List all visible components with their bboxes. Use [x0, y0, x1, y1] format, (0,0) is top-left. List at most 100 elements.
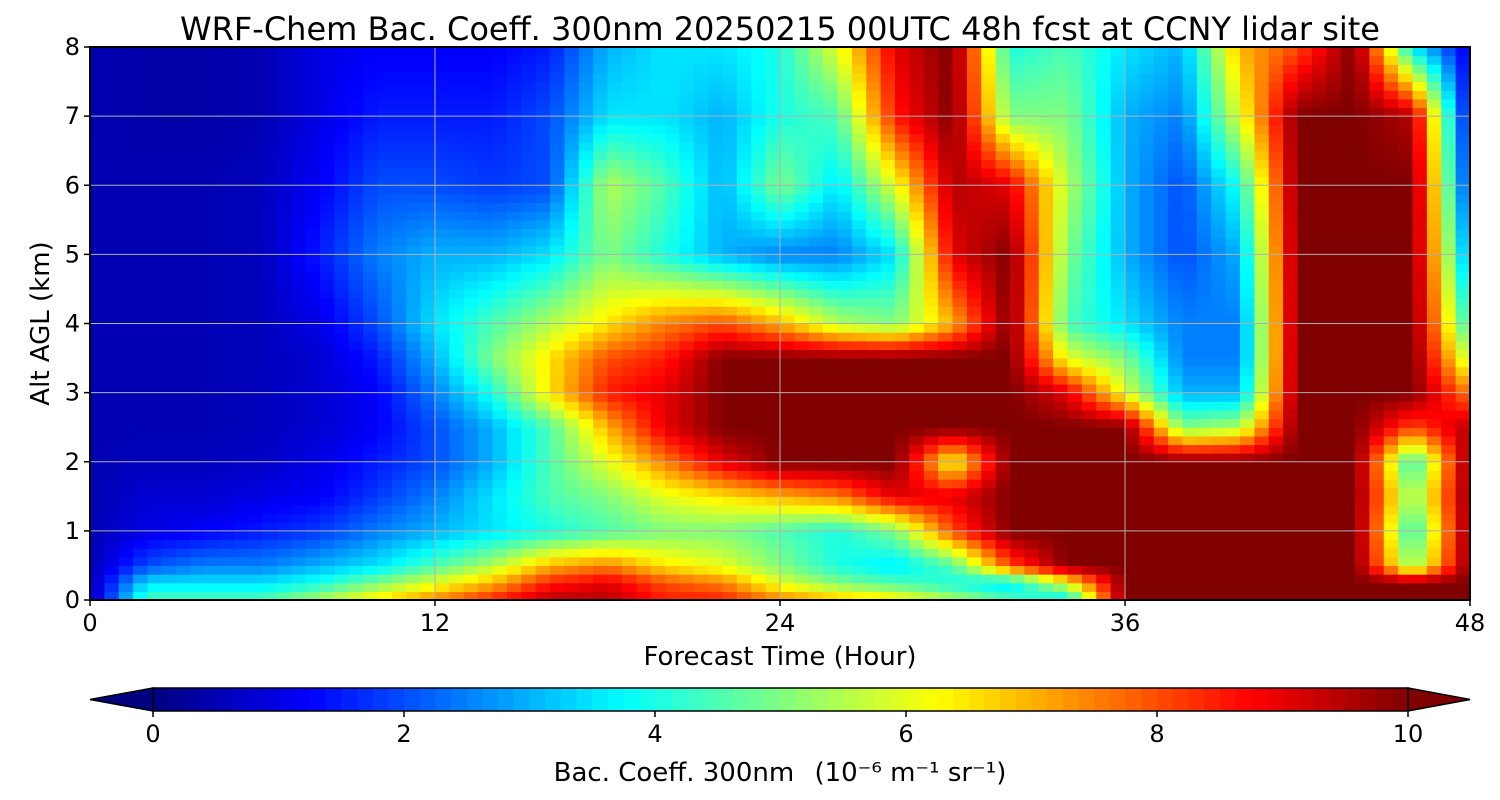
heatmap-cell	[866, 263, 882, 273]
heatmap-cell	[205, 314, 220, 325]
heatmap-cell	[1225, 349, 1241, 359]
heatmap-cell	[1355, 159, 1370, 169]
heatmap-cell	[621, 176, 637, 186]
heatmap-cell	[506, 176, 522, 186]
heatmap-cell	[564, 288, 580, 299]
heatmap-cell	[305, 297, 321, 307]
heatmap-cell	[391, 219, 407, 230]
heatmap-cell	[564, 254, 580, 264]
heatmap-cell	[909, 254, 925, 264]
heatmap-cell	[923, 470, 939, 480]
heatmap-cell	[535, 237, 551, 247]
heatmap-cell	[1110, 176, 1126, 186]
heatmap-cell	[1211, 280, 1227, 290]
heatmap-cell	[506, 185, 522, 195]
heatmap-cell	[1125, 522, 1140, 532]
heatmap-cell	[607, 479, 623, 489]
heatmap-cell	[722, 470, 738, 480]
heatmap-cell	[923, 574, 939, 584]
heatmap-cell	[262, 263, 278, 273]
heatmap-cell	[1283, 548, 1299, 558]
heatmap-cell	[391, 496, 407, 506]
heatmap-cell	[1254, 530, 1270, 541]
heatmap-cell	[1441, 150, 1457, 160]
heatmap-cell	[1110, 375, 1126, 385]
heatmap-cell	[679, 271, 695, 281]
heatmap-cell	[1311, 323, 1327, 333]
heatmap-cell	[391, 513, 407, 523]
heatmap-cell	[521, 271, 537, 281]
heatmap-cell	[147, 392, 163, 402]
heatmap-cell	[276, 358, 292, 368]
heatmap-cell	[1441, 366, 1457, 376]
heatmap-cell	[1053, 418, 1069, 428]
heatmap-cell	[1053, 245, 1069, 255]
heatmap-cell	[1340, 237, 1356, 247]
heatmap-cell	[1053, 453, 1069, 463]
heatmap-cell	[1441, 461, 1457, 471]
heatmap-cell	[348, 591, 364, 600]
heatmap-cell	[506, 332, 522, 342]
heatmap-cell	[1196, 591, 1212, 600]
heatmap-cell	[391, 340, 407, 351]
heatmap-cell	[291, 513, 307, 523]
heatmap-cell	[1254, 254, 1270, 264]
heatmap-cell	[938, 479, 954, 489]
heatmap-cell	[851, 306, 867, 316]
heatmap-cell	[621, 202, 637, 212]
heatmap-cell	[708, 297, 724, 307]
heatmap-cell	[765, 453, 781, 463]
heatmap-cell	[1355, 358, 1370, 368]
heatmap-cell	[334, 332, 350, 342]
heatmap-cell	[1125, 263, 1140, 273]
heatmap-cell	[823, 574, 839, 584]
heatmap-cell	[391, 427, 407, 437]
heatmap-cell	[866, 513, 882, 523]
heatmap-cell	[161, 314, 177, 325]
heatmap-cell	[650, 280, 666, 290]
heatmap-cell	[650, 574, 666, 584]
heatmap-cell	[190, 211, 206, 221]
heatmap-cell	[794, 444, 810, 454]
heatmap-cell	[1010, 392, 1025, 402]
heatmap-cell	[104, 409, 120, 420]
heatmap-cell	[449, 479, 465, 489]
heatmap-cell	[492, 211, 508, 221]
heatmap-cell	[276, 280, 292, 290]
heatmap-cell	[1240, 401, 1255, 411]
heatmap-cell	[1283, 461, 1299, 471]
heatmap-cell	[1311, 444, 1327, 454]
heatmap-cell	[621, 427, 637, 437]
heatmap-cell	[406, 409, 422, 420]
heatmap-cell	[104, 479, 120, 489]
heatmap-cell	[938, 444, 954, 454]
heatmap-cell	[1211, 271, 1227, 281]
heatmap-cell	[449, 193, 465, 204]
heatmap-cell	[147, 280, 163, 290]
heatmap-cell	[506, 418, 522, 428]
heatmap-cell	[377, 565, 393, 575]
heatmap-cell	[1038, 548, 1054, 558]
heatmap-cell	[1168, 591, 1184, 600]
heatmap-cell	[765, 574, 781, 584]
heatmap-cell	[880, 591, 896, 600]
heatmap-cell	[808, 383, 824, 394]
heatmap-cell	[492, 539, 508, 549]
heatmap-cell	[952, 150, 968, 160]
heatmap-cell	[118, 591, 134, 600]
heatmap-cell	[478, 297, 494, 307]
heatmap-cell	[636, 565, 652, 575]
heatmap-cell	[1268, 237, 1284, 247]
heatmap-cell	[1455, 176, 1470, 186]
heatmap-cell	[420, 496, 436, 506]
heatmap-cell	[550, 254, 565, 264]
heatmap-cell	[219, 167, 235, 178]
heatmap-cell	[1196, 582, 1212, 592]
heatmap-cell	[1240, 254, 1255, 264]
heatmap-cell	[435, 461, 450, 471]
heatmap-cell	[104, 228, 120, 238]
heatmap-cell	[550, 228, 565, 238]
heatmap-cell	[952, 539, 968, 549]
heatmap-cell	[1081, 513, 1097, 523]
heatmap-cell	[1412, 565, 1428, 575]
